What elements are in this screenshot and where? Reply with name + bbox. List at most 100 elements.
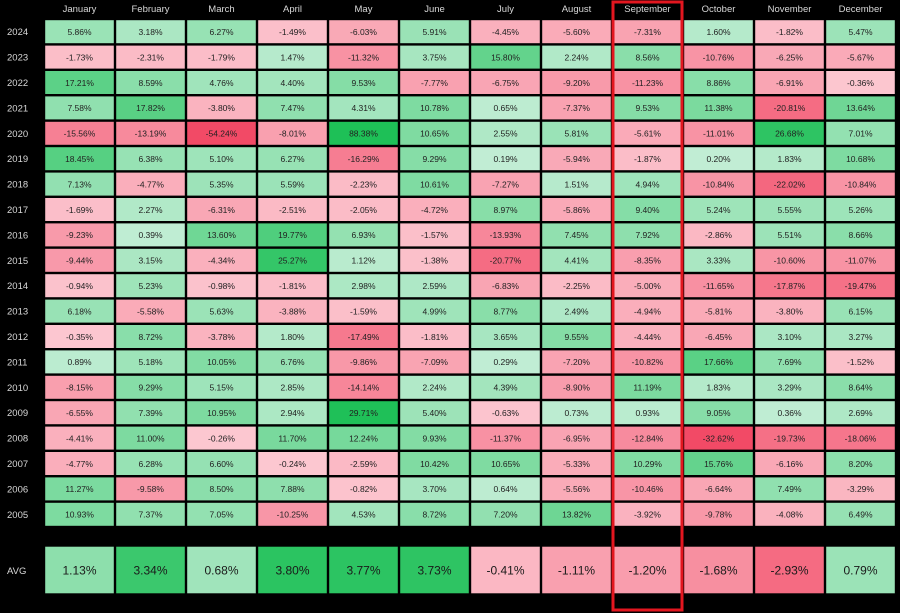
cell-value-2010-november: 3.29% (777, 383, 802, 393)
month-header-february: February (131, 4, 169, 15)
cell-value-2008-june: 9.93% (422, 433, 447, 443)
cell-2005-november (753, 501, 826, 528)
cell-value-2016-december: 8.66% (848, 230, 873, 240)
cell-value-2018-october: -10.84% (703, 179, 735, 189)
cell-value-2020-june: 10.65% (420, 129, 449, 139)
cell-value-2007-september: 10.29% (633, 459, 662, 469)
cell-value-2016-april: 19.77% (278, 230, 307, 240)
cell-2024-december (824, 18, 897, 45)
cell-value-2020-august: 5.81% (564, 129, 589, 139)
cell-2009-may (327, 399, 400, 426)
cell-value-2016-october: -2.86% (705, 230, 732, 240)
cell-2007-november (753, 450, 826, 477)
cell-value-2021-april: 7.47% (280, 103, 305, 113)
cell-value-2011-july: 0.29% (493, 357, 518, 367)
month-header-december: December (839, 4, 883, 15)
avg-value-june: 3.73% (417, 564, 451, 578)
cell-value-2009-june: 5.40% (422, 408, 447, 418)
cell-2007-december (824, 450, 897, 477)
cell-2024-june (398, 18, 471, 45)
cell-value-2010-january: -8.15% (66, 383, 93, 393)
cell-value-2009-august: 0.73% (564, 408, 589, 418)
cell-2018-march (185, 171, 258, 197)
cell-value-2008-january: -4.41% (66, 433, 93, 443)
cell-value-2015-july: -20.77% (490, 256, 522, 266)
cell-2006-december (824, 476, 897, 502)
cell-value-2008-march: -0.26% (208, 433, 235, 443)
cell-value-2007-august: -5.33% (563, 459, 590, 469)
cell-2024-august (540, 18, 613, 45)
cell-2023-april (256, 44, 329, 71)
cell-value-2015-april: 25.27% (278, 256, 307, 266)
cell-2016-august (540, 221, 613, 248)
year-label-2022: 2022 (7, 78, 28, 89)
month-header-january: January (63, 4, 97, 15)
cell-2013-january (43, 298, 116, 324)
cell-2021-may (327, 94, 400, 121)
cell-2007-february (114, 450, 187, 477)
avg-value-august: -1.11% (558, 564, 595, 578)
cell-2016-february (114, 221, 187, 248)
cell-2007-july (469, 450, 542, 477)
cell-2016-july (469, 221, 542, 248)
cell-value-2023-january: -1.73% (66, 52, 93, 62)
cell-2023-december (824, 44, 897, 71)
cell-value-2022-december: -0.36% (847, 78, 874, 88)
cell-value-2006-january: 11.27% (65, 484, 94, 494)
cell-value-2017-april: -2.51% (279, 205, 306, 215)
cell-2017-october (682, 196, 755, 223)
avg-value-july: -0.41% (486, 564, 524, 578)
cell-value-2019-february: 6.38% (138, 154, 163, 164)
cell-value-2009-may: 29.71% (349, 408, 378, 418)
cell-value-2011-december: -1.52% (847, 357, 874, 367)
year-label-2015: 2015 (7, 256, 28, 267)
cell-value-2013-may: -1.59% (350, 306, 377, 316)
cell-2016-may (327, 221, 400, 248)
cell-2024-november (753, 18, 826, 45)
cell-2014-march (185, 272, 258, 299)
cell-2009-march (185, 399, 258, 426)
cell-value-2023-april: 1.47% (280, 52, 305, 62)
cell-value-2007-may: -2.59% (350, 459, 377, 469)
cell-value-2013-april: -3.88% (279, 306, 306, 316)
cell-value-2013-december: 6.15% (848, 306, 873, 316)
cell-value-2024-november: -1.82% (776, 27, 803, 37)
cell-2024-january (43, 18, 116, 45)
month-header-august: August (562, 4, 592, 15)
cell-value-2011-february: 5.18% (138, 357, 163, 367)
cell-value-2014-october: -11.65% (703, 281, 734, 291)
cell-value-2012-january: -0.35% (66, 332, 93, 342)
cell-2013-december (824, 298, 897, 324)
year-label-2017: 2017 (7, 205, 28, 216)
cell-value-2014-december: -19.47% (845, 281, 877, 291)
year-label-2013: 2013 (7, 307, 28, 318)
cell-value-2008-july: -11.37% (490, 433, 521, 443)
cell-2019-march (185, 145, 258, 172)
cell-2015-october (682, 247, 755, 274)
cell-2017-september (611, 196, 684, 223)
cell-2005-april (256, 501, 329, 528)
cell-value-2015-june: -1.38% (421, 256, 448, 266)
cell-value-2019-october: 0.20% (706, 154, 731, 164)
cell-value-2015-february: 3.15% (138, 256, 163, 266)
cell-value-2005-june: 8.72% (422, 510, 447, 520)
cell-value-2017-february: 2.27% (138, 205, 163, 215)
cell-2013-july (469, 298, 542, 324)
cell-value-2023-july: 15.80% (491, 52, 520, 62)
cell-value-2022-march: 4.76% (209, 78, 234, 88)
cell-2007-march (185, 450, 258, 477)
cell-value-2009-february: 7.39% (138, 408, 163, 418)
cell-2024-july (469, 18, 542, 45)
cell-value-2019-september: -1.87% (634, 154, 661, 164)
cell-2009-january (43, 399, 116, 426)
cell-2017-january (43, 196, 116, 223)
cell-2009-november (753, 399, 826, 426)
cell-value-2006-august: -5.56% (563, 484, 590, 494)
cell-value-2012-september: -4.44% (634, 332, 661, 342)
cell-value-2011-june: -7.09% (421, 357, 448, 367)
cell-2012-july (469, 323, 542, 350)
cell-2016-april (256, 221, 329, 248)
cell-value-2022-november: -6.91% (776, 78, 803, 88)
cell-2021-september (611, 94, 684, 121)
cell-value-2012-june: -1.81% (421, 332, 448, 342)
